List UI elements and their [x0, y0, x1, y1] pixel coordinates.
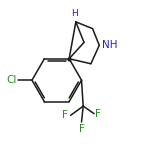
Text: H: H	[72, 9, 78, 18]
Text: F: F	[95, 109, 101, 119]
Text: NH: NH	[102, 40, 117, 50]
Text: Cl: Cl	[7, 75, 17, 85]
Text: F: F	[62, 110, 68, 120]
Text: F: F	[79, 124, 85, 134]
